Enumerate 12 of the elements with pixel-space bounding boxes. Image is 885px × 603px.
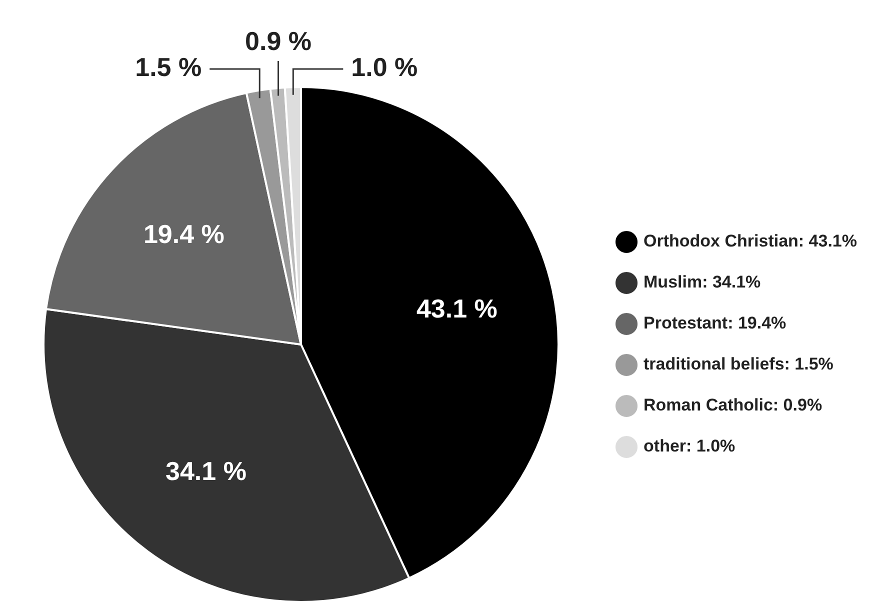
legend-label: Orthodox Christian: 43.1%: [644, 232, 858, 251]
data-label: 43.1 %: [416, 293, 498, 324]
legend-label: Muslim: 34.1%: [644, 272, 761, 292]
legend-label: Roman Catholic: 0.9%: [644, 396, 822, 415]
data-label: 1.0 %: [351, 52, 418, 82]
data-label: 19.4 %: [143, 219, 224, 250]
legend-label: Protestant: 19.4%: [644, 314, 786, 333]
legend-label: other: 1.0%: [644, 436, 736, 456]
data-label: 34.1 %: [165, 456, 246, 486]
legend-label: traditional beliefs: 1.5%: [644, 354, 834, 374]
data-label: 1.5 %: [135, 52, 202, 82]
data-label: 0.9 %: [245, 26, 312, 56]
